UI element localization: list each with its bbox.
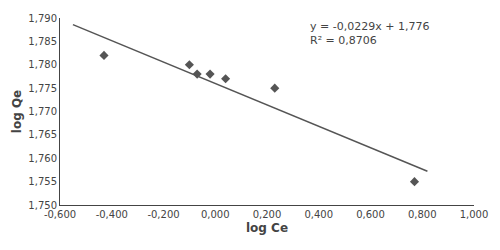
svg-text:1,785: 1,785 <box>28 36 57 47</box>
svg-text:1,775: 1,775 <box>28 83 57 94</box>
svg-text:0,800: 0,800 <box>408 209 437 220</box>
svg-text:-0,600: -0,600 <box>44 209 76 220</box>
svg-text:log Ce: log Ce <box>246 221 288 235</box>
svg-text:log Qe: log Qe <box>10 90 24 133</box>
svg-text:1,765: 1,765 <box>28 129 57 140</box>
svg-text:1,790: 1,790 <box>28 13 57 24</box>
svg-text:0,400: 0,400 <box>304 209 333 220</box>
svg-text:0,600: 0,600 <box>356 209 385 220</box>
svg-text:1,780: 1,780 <box>28 59 57 70</box>
svg-text:1,755: 1,755 <box>28 176 57 187</box>
svg-text:0,200: 0,200 <box>253 209 282 220</box>
svg-text:1,000: 1,000 <box>460 209 489 220</box>
svg-text:-0,200: -0,200 <box>147 209 179 220</box>
svg-text:1,770: 1,770 <box>28 106 57 117</box>
svg-text:1,750: 1,750 <box>28 200 57 211</box>
svg-text:-0,400: -0,400 <box>96 209 128 220</box>
svg-text:0,000: 0,000 <box>201 209 230 220</box>
svg-text:1,760: 1,760 <box>28 153 57 164</box>
svg-text:y = -0,0229x + 1,776R² = 0,870: y = -0,0229x + 1,776R² = 0,8706 <box>310 20 429 47</box>
